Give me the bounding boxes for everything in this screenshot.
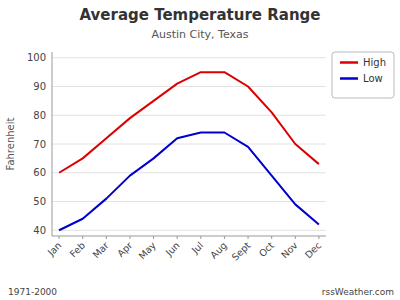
y-tick-label: 50 bbox=[33, 196, 46, 207]
legend-swatch bbox=[340, 77, 358, 80]
series-line bbox=[59, 72, 319, 173]
x-tick-label: Aug bbox=[208, 240, 229, 261]
subtitle: Austin City, Texas bbox=[151, 28, 248, 41]
x-tick bbox=[248, 236, 249, 239]
legend-box bbox=[332, 52, 394, 98]
legend-label: Low bbox=[363, 73, 383, 84]
x-tick-label: Feb bbox=[67, 240, 87, 260]
x-tick bbox=[59, 236, 60, 239]
x-tick-label: Apr bbox=[115, 240, 134, 259]
grid-line bbox=[52, 57, 326, 58]
y-tick-label: 70 bbox=[33, 139, 46, 150]
grid-line bbox=[52, 172, 326, 173]
x-tick-label: Oct bbox=[257, 239, 277, 259]
x-tick bbox=[295, 236, 296, 239]
x-tick-label: Jun bbox=[163, 240, 182, 259]
series-group bbox=[59, 72, 319, 230]
legend: High Low bbox=[332, 52, 394, 98]
series-line bbox=[59, 133, 319, 231]
x-tick bbox=[224, 236, 225, 239]
y-tick-label: 60 bbox=[33, 167, 46, 178]
x-tick bbox=[153, 236, 154, 239]
footer-left: 1971-2000 bbox=[8, 287, 57, 297]
grid-line bbox=[52, 201, 326, 202]
legend-swatch bbox=[340, 61, 358, 64]
grid bbox=[52, 58, 326, 231]
x-tick-label: Jul bbox=[189, 240, 206, 257]
x-axis-line bbox=[52, 236, 326, 237]
x-tick-label: Nov bbox=[279, 239, 300, 260]
x-tick bbox=[177, 236, 178, 239]
x-tick bbox=[318, 236, 319, 239]
grid-line bbox=[52, 144, 326, 145]
x-tick-label: Jan bbox=[45, 240, 64, 259]
footer-right: rssWeather.com bbox=[322, 287, 394, 297]
chart: Average Temperature Range Austin City, Te… bbox=[0, 0, 400, 300]
x-tick bbox=[82, 236, 83, 239]
y-tick-label: 80 bbox=[33, 110, 46, 121]
x-tick bbox=[106, 236, 107, 239]
x-tick-label: Dec bbox=[303, 240, 324, 261]
y-tick-label: 90 bbox=[33, 81, 46, 92]
y-axis-label: Fahrenheit bbox=[5, 117, 16, 170]
y-axis-line bbox=[52, 52, 53, 236]
x-tick bbox=[200, 236, 201, 239]
grid-line bbox=[52, 230, 326, 231]
x-tick-label: Mar bbox=[90, 240, 111, 261]
y-tick-label: 40 bbox=[33, 225, 46, 236]
grid-line bbox=[52, 86, 326, 87]
x-tick bbox=[271, 236, 272, 239]
x-tick-label: May bbox=[136, 239, 158, 261]
title: Average Temperature Range bbox=[79, 6, 320, 24]
y-tick-label: 100 bbox=[27, 52, 46, 63]
x-tick bbox=[129, 236, 130, 239]
grid-line bbox=[52, 115, 326, 116]
legend-label: High bbox=[363, 57, 386, 68]
x-tick-label: Sept bbox=[229, 239, 252, 262]
